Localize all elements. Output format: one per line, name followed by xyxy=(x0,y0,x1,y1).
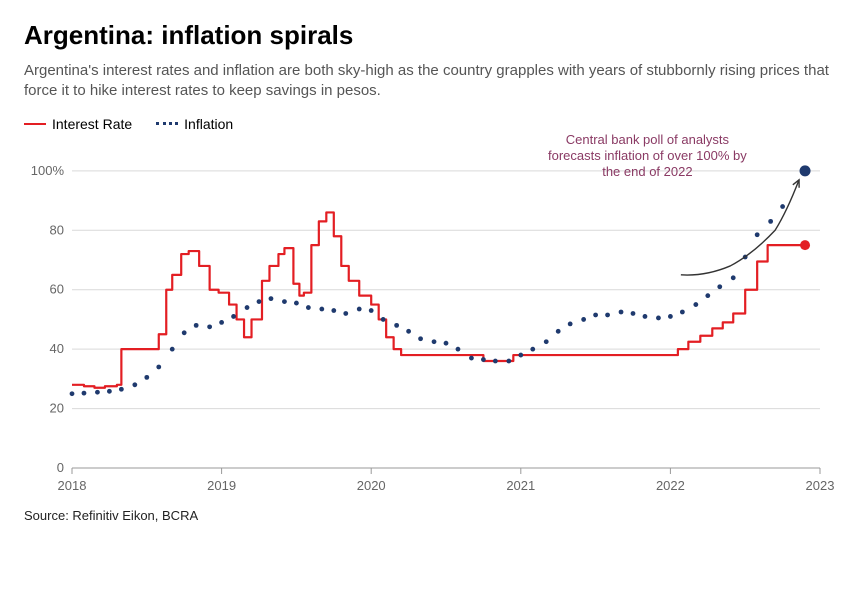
legend-label-inflation: Inflation xyxy=(184,116,233,132)
legend-swatch-interest-rate xyxy=(24,123,46,125)
chart-container: Central bank poll of analysts forecasts … xyxy=(24,138,834,498)
legend: Interest Rate Inflation xyxy=(24,116,834,132)
svg-text:2018: 2018 xyxy=(58,478,87,493)
svg-text:100%: 100% xyxy=(31,162,65,177)
forecast-annotation: Central bank poll of analysts forecasts … xyxy=(542,132,752,181)
line-chart: 0 20 40 60 80 100% 2018 2019 2020 2021 2022 2023 xyxy=(24,138,834,498)
svg-text:2022: 2022 xyxy=(656,478,685,493)
legend-item-inflation: Inflation xyxy=(156,116,233,132)
svg-text:2019: 2019 xyxy=(207,478,236,493)
legend-swatch-inflation xyxy=(156,122,178,125)
svg-text:2021: 2021 xyxy=(506,478,535,493)
svg-text:40: 40 xyxy=(50,341,64,356)
source-label: Source: Refinitiv Eikon, BCRA xyxy=(24,508,834,523)
svg-text:0: 0 xyxy=(57,460,64,475)
svg-text:2023: 2023 xyxy=(806,478,834,493)
svg-text:80: 80 xyxy=(50,222,64,237)
page-title: Argentina: inflation spirals xyxy=(24,20,834,51)
subtitle: Argentina's interest rates and inflation… xyxy=(24,61,834,102)
legend-label-interest-rate: Interest Rate xyxy=(52,116,132,132)
svg-text:60: 60 xyxy=(50,281,64,296)
svg-text:20: 20 xyxy=(50,400,64,415)
legend-item-interest-rate: Interest Rate xyxy=(24,116,132,132)
svg-text:2020: 2020 xyxy=(357,478,386,493)
